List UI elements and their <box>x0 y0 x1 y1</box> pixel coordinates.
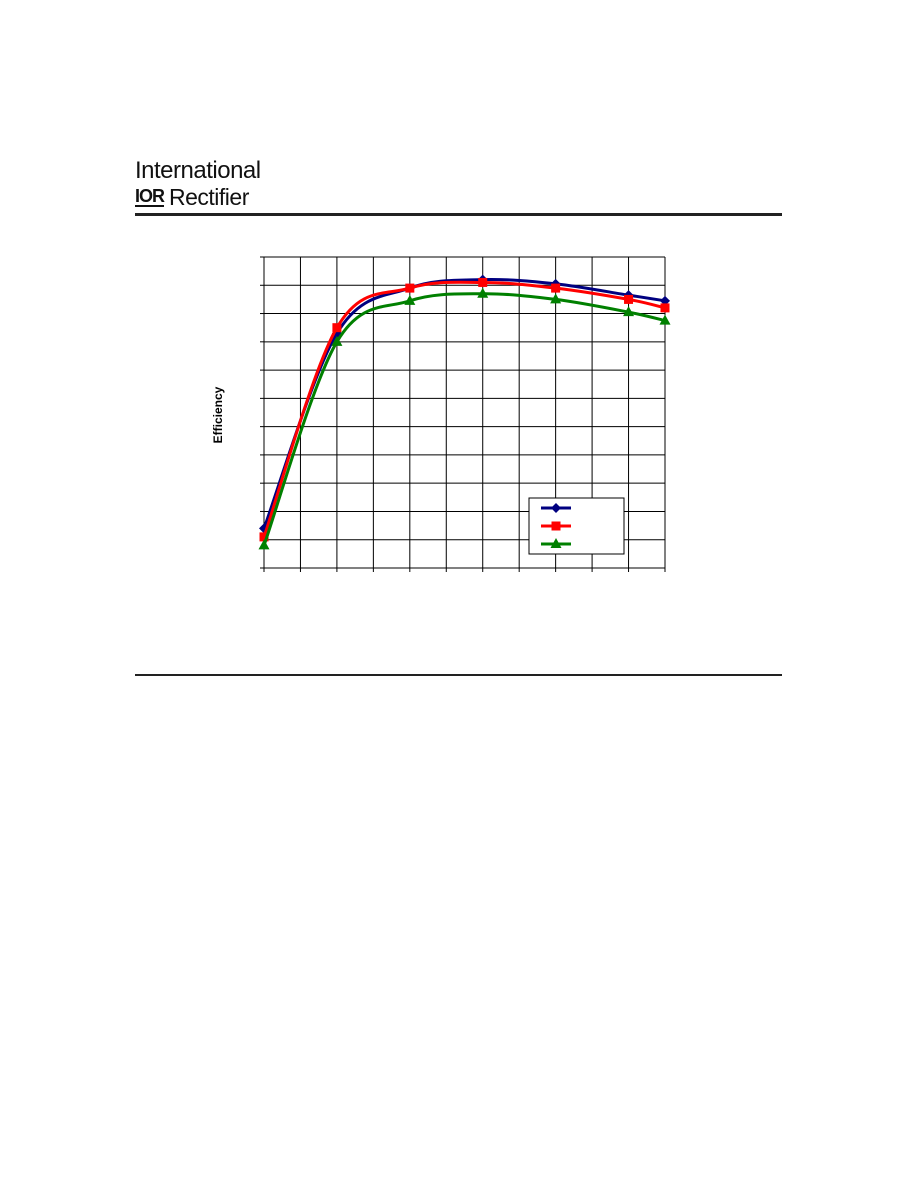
header-rule <box>135 213 782 216</box>
data-point-triangle <box>623 306 635 317</box>
series-triangle <box>258 287 671 550</box>
footer-rule <box>135 674 782 676</box>
data-point-triangle <box>331 335 343 346</box>
series-line <box>262 292 666 546</box>
series-square <box>259 277 670 542</box>
data-point-square <box>405 283 415 293</box>
data-point-square <box>624 294 634 304</box>
data-point-triangle <box>258 539 270 550</box>
data-point-square <box>332 323 342 333</box>
chart-legend <box>528 497 625 555</box>
series-line <box>262 277 666 529</box>
efficiency-chart: Efficiency <box>211 256 671 572</box>
data-point-triangle <box>550 293 562 304</box>
data-point-square <box>660 303 670 313</box>
y-axis-label: Efficiency <box>211 386 225 443</box>
series-line <box>262 280 666 538</box>
chart-series <box>258 274 671 550</box>
data-point-triangle <box>550 538 562 548</box>
data-point-diamond <box>551 503 561 513</box>
brand-name-rectifier: Rectifier <box>169 184 249 210</box>
data-point-triangle <box>477 287 489 298</box>
data-point-square <box>478 277 488 287</box>
brand-logo: International IOR Rectifier <box>135 158 261 209</box>
data-point-diamond <box>660 295 670 306</box>
data-point-square <box>551 283 561 293</box>
data-point-triangle <box>659 314 671 325</box>
data-point-triangle <box>404 294 416 305</box>
brand-name-international: International <box>135 157 261 184</box>
data-point-square <box>259 532 269 542</box>
brand-line2: IOR Rectifier <box>135 185 261 209</box>
ior-logo-mark: IOR <box>135 185 165 207</box>
data-point-square <box>551 521 561 531</box>
